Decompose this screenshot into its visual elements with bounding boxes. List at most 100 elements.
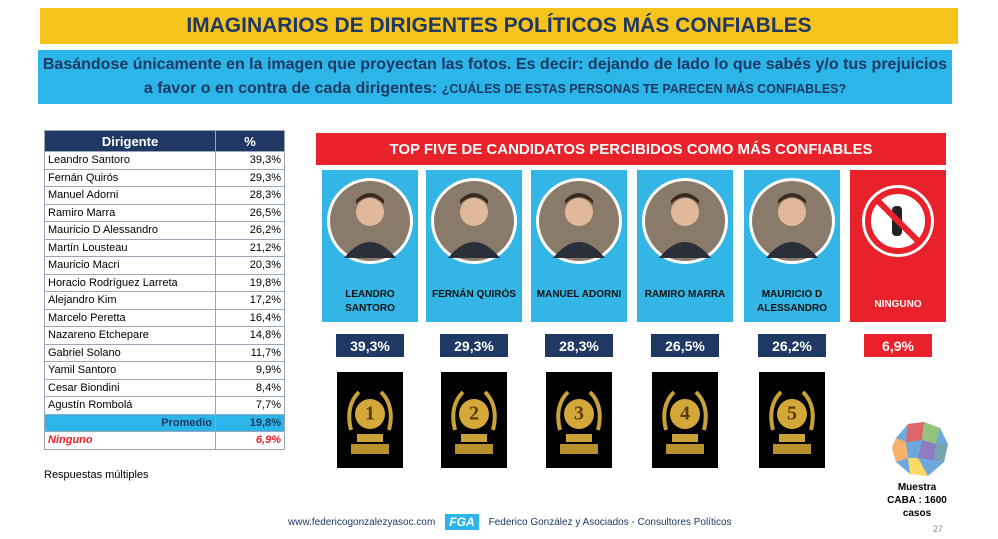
question: ¿CUÁLES DE ESTAS PERSONAS TE PARECEN MÁS… xyxy=(441,82,847,96)
average-label: Promedio xyxy=(44,413,216,432)
none-name: NINGUNO xyxy=(874,299,922,310)
table-row: Marcelo Peretta 16,4% xyxy=(44,308,285,327)
name-cell: Alejandro Kim xyxy=(44,291,216,310)
rank: 3 xyxy=(574,403,584,425)
none-row: Ninguno 6,9% xyxy=(44,431,285,450)
candidate-name: MAURICIO D ALESSANDRO xyxy=(756,289,827,314)
medal: 1 xyxy=(337,372,403,468)
average-row: Promedio 19,8% xyxy=(44,413,285,432)
name-cell: Yamil Santoro xyxy=(44,361,216,380)
value-cell: 9,9% xyxy=(215,361,285,380)
name-cell: Marcelo Peretta xyxy=(44,308,216,327)
name-cell: Cesar Biondini xyxy=(44,378,216,397)
table-row: Ramiro Marra 26,5% xyxy=(44,203,285,222)
table-row: Leandro Santoro 39,3% xyxy=(44,151,285,170)
value-cell: 16,4% xyxy=(215,308,285,327)
rank: 5 xyxy=(787,403,797,425)
table-row: Nazareno Etchepare 14,8% xyxy=(44,326,285,345)
table-row: Alejandro Kim 17,2% xyxy=(44,291,285,310)
candidate-card: RAMIRO MARRA xyxy=(637,170,733,322)
rank: 4 xyxy=(680,403,690,425)
value-cell: 26,2% xyxy=(215,221,285,240)
candidate-value: 26,2% xyxy=(758,334,826,357)
value-cell: 20,3% xyxy=(215,256,285,275)
photo xyxy=(536,178,622,264)
column-header: % xyxy=(215,130,285,152)
table-row: Gabriel Solano 11,7% xyxy=(44,343,285,362)
candidate-value: 28,3% xyxy=(545,334,613,357)
photo xyxy=(431,178,517,264)
value-cell: 29,3% xyxy=(215,168,285,187)
header-row: Dirigente% xyxy=(44,130,285,152)
website: www.federicogonzalezyasoc.com xyxy=(288,516,436,528)
name-cell: Horacio Rodríguez Larreta xyxy=(44,273,216,292)
footer: www.federicogonzalezyasoc.com FGA Federi… xyxy=(288,514,732,530)
value-cell: 21,2% xyxy=(215,238,285,257)
sample: Muestra CABA : 1600 casos xyxy=(887,482,947,519)
column-header: Dirigente xyxy=(44,130,216,152)
value-cell: 39,3% xyxy=(215,151,285,170)
intro-text: Basándose únicamente en la imagen que pr… xyxy=(42,56,948,97)
value-cell: 19,8% xyxy=(215,273,285,292)
medal: 2 xyxy=(441,372,507,468)
value-cell: 14,8% xyxy=(215,326,285,345)
candidate-card: MANUEL ADORNI xyxy=(531,170,627,322)
note: Respuestas múltiples xyxy=(44,469,149,481)
photo xyxy=(749,178,835,264)
rank: 1 xyxy=(365,403,375,425)
medal-graphic: 5 xyxy=(769,390,815,454)
photo xyxy=(327,178,413,264)
candidate-name: RAMIRO MARRA xyxy=(644,289,726,300)
medal-graphic: 4 xyxy=(662,390,708,454)
name-cell: Manuel Adorni xyxy=(44,186,216,205)
medal-graphic: 2 xyxy=(451,390,497,454)
table-row: Martín Lousteau 21,2% xyxy=(44,238,285,257)
name-cell: Leandro Santoro xyxy=(44,151,216,170)
table-row: Fernán Quirós 29,3% xyxy=(44,168,285,187)
candidate-value: 39,3% xyxy=(336,334,404,357)
candidate-name: FERNÁN QUIRÓS xyxy=(432,289,516,300)
top-five-title: TOP FIVE DE CANDIDATOS PERCIBIDOS COMO M… xyxy=(316,133,946,165)
table-row: Manuel Adorni 28,3% xyxy=(44,186,285,205)
title: IMAGINARIOS DE DIRIGENTES POLÍTICOS MÁS … xyxy=(40,8,958,44)
table-row: Mauricio D Alessandro 26,2% xyxy=(44,221,285,240)
no-icon xyxy=(862,185,934,257)
table-row: Cesar Biondini 8,4% xyxy=(44,378,285,397)
value-cell: 26,5% xyxy=(215,203,285,222)
none-label: Ninguno xyxy=(44,431,216,450)
candidate-value: 26,5% xyxy=(651,334,719,357)
table-row: Horacio Rodríguez Larreta 19,8% xyxy=(44,273,285,292)
table-row: Agustín Rombolá 7,7% xyxy=(44,396,285,415)
none-value: 6,9% xyxy=(864,334,932,357)
average-value: 19,8% xyxy=(215,413,285,432)
value-cell: 8,4% xyxy=(215,378,285,397)
none-card: NINGUNO xyxy=(850,170,946,322)
name-cell: Fernán Quirós xyxy=(44,168,216,187)
name-cell: Mauricio Macri xyxy=(44,256,216,275)
ranking-table: Dirigente% Leandro Santoro 39,3% Fernán Qui… xyxy=(44,130,285,450)
rank: 2 xyxy=(469,403,479,425)
name-cell: Martín Lousteau xyxy=(44,238,216,257)
candidate-name: MANUEL ADORNI xyxy=(536,289,622,300)
none-value: 6,9% xyxy=(215,431,285,450)
photo xyxy=(642,178,728,264)
candidate-card: LEANDRO SANTORO xyxy=(322,170,418,322)
value-cell: 7,7% xyxy=(215,396,285,415)
medal: 4 xyxy=(652,372,718,468)
intro: Basándose únicamente en la imagen que pr… xyxy=(38,50,952,104)
medal-graphic: 1 xyxy=(347,390,393,454)
candidate-card: MAURICIO D ALESSANDRO xyxy=(744,170,840,322)
name-cell: Ramiro Marra xyxy=(44,203,216,222)
name-cell: Agustín Rombolá xyxy=(44,396,216,415)
candidate-value: 29,3% xyxy=(440,334,508,357)
table-row: Mauricio Macri 20,3% xyxy=(44,256,285,275)
name-cell: Mauricio D Alessandro xyxy=(44,221,216,240)
page-number: 27 xyxy=(933,524,944,534)
map xyxy=(892,422,948,476)
name-cell: Gabriel Solano xyxy=(44,343,216,362)
value-cell: 11,7% xyxy=(215,343,285,362)
value-cell: 17,2% xyxy=(215,291,285,310)
name-cell: Nazareno Etchepare xyxy=(44,326,216,345)
table-row: Yamil Santoro 9,9% xyxy=(44,361,285,380)
